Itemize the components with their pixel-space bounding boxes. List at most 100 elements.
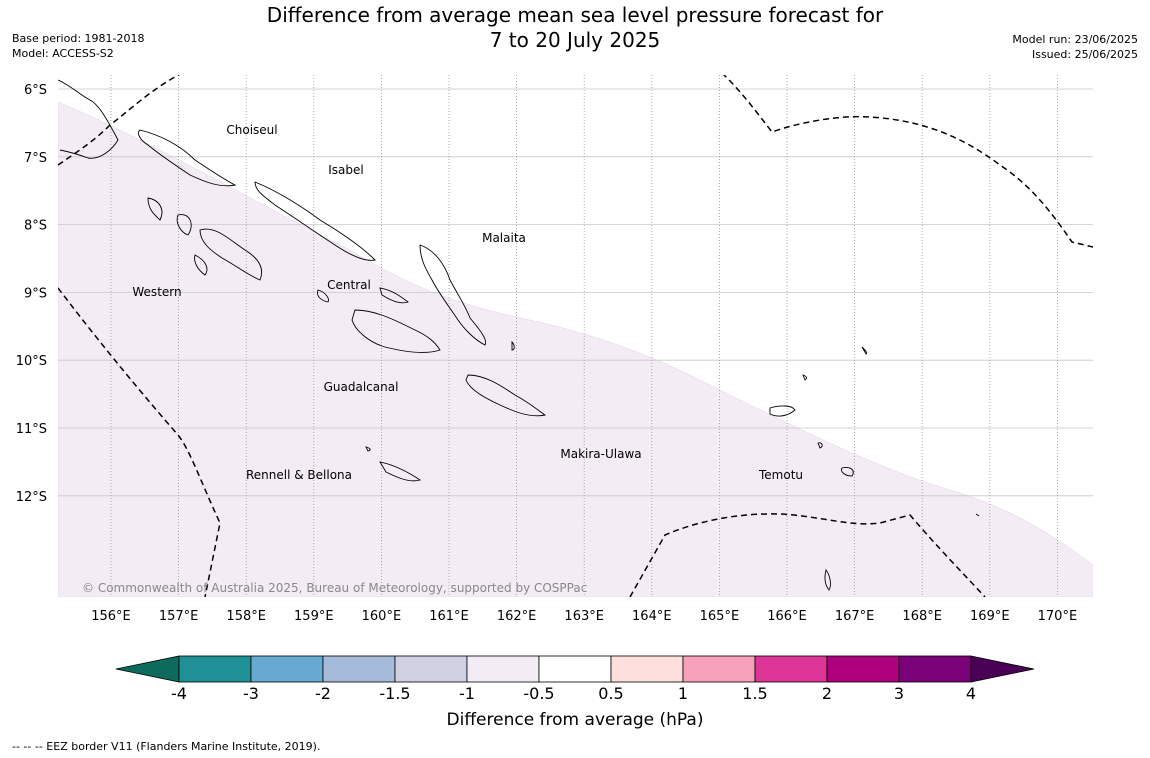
island-reef: [802, 374, 807, 381]
colorbar-segment: [250, 655, 324, 683]
eez-border-path: [722, 75, 1093, 248]
colorbar-over-arrow: [970, 655, 1035, 683]
latitude-gridlines: [58, 88, 1093, 497]
coastlines: [58, 79, 980, 591]
island-rendova: [194, 254, 208, 276]
colorbar-tick-label: 1.5: [742, 684, 767, 703]
island-new-georgia: [147, 197, 163, 221]
region-labels: Choiseul Isabel Malaita Western Central Guada…: [132, 123, 803, 482]
island-florida: [317, 289, 329, 303]
eez-border-path: [58, 287, 221, 597]
island-kolombangara: [176, 214, 192, 236]
lon-label: 165°E: [700, 609, 740, 624]
latitude-labels: 6°S 7°S 8°S 9°S 10°S 11°S 12°S: [16, 83, 47, 505]
island-shortland: [58, 79, 119, 159]
colorbar-tick-label: -2: [315, 684, 331, 703]
base-period: Base period: 1981-2018: [12, 32, 145, 45]
colorbar-segments: [115, 655, 1035, 683]
island-isabel: [254, 181, 376, 261]
region-label: Rennell & Bellona: [246, 468, 352, 482]
colorbar-segment: [826, 655, 900, 683]
issued-date: Issued: 25/06/2025: [1031, 48, 1138, 61]
title-line-1: Difference from average mean sea level p…: [266, 3, 884, 27]
island-rennell: [379, 461, 422, 482]
island-russell: [379, 287, 409, 304]
island-duff: [861, 346, 868, 355]
region-label: Temotu: [758, 468, 803, 482]
lon-label: 168°E: [902, 609, 942, 624]
island-vangunu: [199, 228, 263, 281]
lon-label: 156°E: [91, 609, 131, 624]
title-line-2: 7 to 20 July 2025: [489, 28, 661, 52]
region-label: Isabel: [328, 163, 363, 177]
island-tikopia: [817, 442, 823, 449]
colorbar-tick-label: -1: [459, 684, 475, 703]
meta-left: Base period: 1981-2018 Model: ACCESS-S2: [12, 31, 144, 61]
lat-label: 6°S: [24, 83, 47, 98]
lon-label: 160°E: [362, 609, 402, 624]
island-vanikoro: [841, 467, 854, 477]
region-label: Makira-Ulawa: [560, 447, 641, 461]
copyright-text: © Commonwealth of Australia 2025, Bureau…: [82, 581, 587, 595]
colorbar-tick-label: 0.5: [598, 684, 623, 703]
lat-label: 9°S: [24, 286, 47, 301]
lon-label: 166°E: [767, 609, 807, 624]
lon-label: 169°E: [970, 609, 1010, 624]
lon-label: 157°E: [159, 609, 199, 624]
colorbar-tick-label: -1.5: [379, 684, 410, 703]
colorbar-tick-label: 4: [966, 684, 976, 703]
colorbar-tick-label: -4: [171, 684, 187, 703]
lon-label: 158°E: [226, 609, 266, 624]
region-label: Central: [327, 278, 371, 292]
colorbar-segment: [682, 655, 756, 683]
island-makira: [465, 374, 547, 417]
chart-title: Difference from average mean sea level p…: [0, 3, 1150, 53]
longitude-gridlines: [110, 75, 1058, 597]
colorbar-segment: [322, 655, 396, 683]
region-label: Guadalcanal: [324, 380, 399, 394]
island-malaita: [419, 244, 487, 346]
lat-label: 11°S: [16, 422, 47, 437]
island-choiseul: [137, 129, 237, 187]
region-label: Choiseul: [226, 123, 277, 137]
lon-label: 163°E: [564, 609, 604, 624]
lat-label: 7°S: [24, 151, 47, 166]
island-guadalcanal: [351, 309, 441, 354]
colorbar-tick-label: 3: [894, 684, 904, 703]
meta-right: Model run: 23/06/2025 Issued: 25/06/2025: [1012, 32, 1138, 62]
model-name: Model: ACCESS-S2: [12, 47, 114, 60]
colorbar-segment: [898, 655, 972, 683]
colorbar-label: Difference from average (hPa): [447, 710, 704, 730]
lon-label: 161°E: [429, 609, 469, 624]
colorbar-under-arrow: [115, 655, 180, 683]
lat-label: 12°S: [16, 490, 47, 505]
island-bellona: [365, 446, 371, 452]
colorbar-tick-label: -0.5: [523, 684, 554, 703]
island-santa-cruz: [769, 405, 796, 417]
lat-label: 8°S: [24, 219, 47, 234]
colorbar-tick-label: 1: [678, 684, 688, 703]
eez-legend-note: -- -- -- EEZ border V11 (Flanders Marine…: [12, 740, 321, 753]
colorbar-segment: [466, 655, 540, 683]
longitude-labels: 156°E 157°E 158°E 159°E 160°E 161°E 162°E 163°E…: [91, 609, 1077, 624]
colorbar-segment: [754, 655, 828, 683]
region-label: Western: [132, 285, 181, 299]
region-label: Malaita: [482, 231, 526, 245]
lat-label: 10°S: [16, 354, 47, 369]
colorbar-segment: [610, 655, 684, 683]
lon-label: 162°E: [497, 609, 537, 624]
eez-border-path: [629, 513, 986, 597]
shaded-anomaly-region: [58, 101, 1093, 597]
colorbar-segment: [538, 655, 612, 683]
lon-label: 159°E: [294, 609, 334, 624]
model-run: Model run: 23/06/2025: [1012, 33, 1138, 46]
lon-label: 170°E: [1038, 609, 1078, 624]
island-ulawa: [511, 340, 515, 351]
colorbar-segment: [178, 655, 252, 683]
island-fatutaka: [975, 513, 980, 517]
colorbar-tick-labels: -4 -3 -2 -1.5 -1 -0.5 0.5 1 1.5 2 3 4: [171, 684, 976, 703]
lon-label: 167°E: [835, 609, 875, 624]
island-anuta: [824, 569, 831, 591]
